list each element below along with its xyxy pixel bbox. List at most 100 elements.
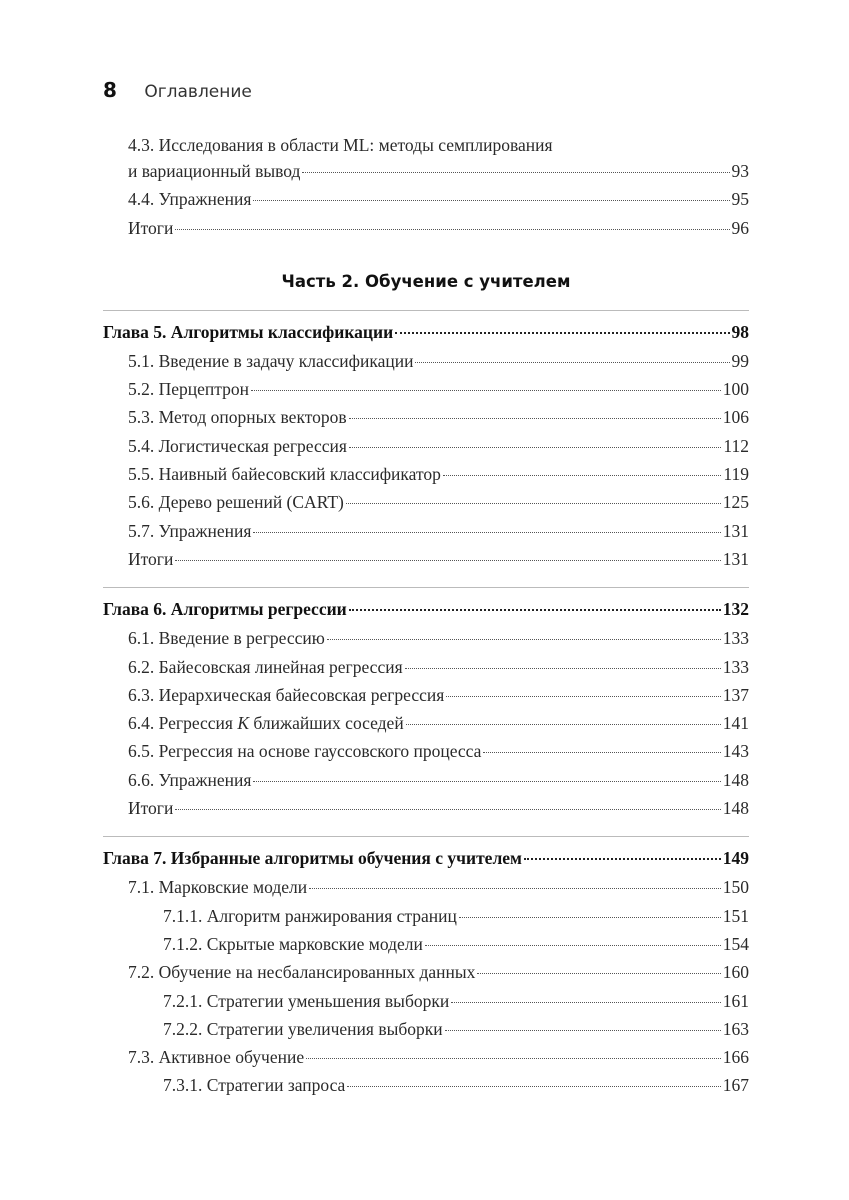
toc-entry-text: 6.2. Байесовская линейная регрессия [128, 656, 403, 677]
toc-entry-text: 4.3. Исследования в области ML: методы с… [128, 135, 553, 155]
toc-page-number: 149 [722, 848, 749, 869]
toc-entry-text: 5.5. Наивный байесовский классификатор [128, 464, 441, 485]
toc-entry[interactable]: 5.1. Введение в задачу классификации 99 [103, 347, 749, 375]
leader-dots [395, 331, 730, 334]
leader-dots [175, 228, 730, 230]
toc-entry-text: и вариационный вывод [128, 161, 301, 181]
toc-entry-text: 7.2.2. Стратегии увеличения выборки [163, 1018, 443, 1039]
toc-entry-text: 6.3. Иерархическая байесовская регрессия [128, 684, 445, 705]
leader-dots [175, 809, 721, 811]
toc-entry[interactable]: и вариационный вывод 93 [103, 157, 749, 185]
toc-page-number: 161 [722, 990, 749, 1011]
toc-entry-text: Итоги [128, 548, 174, 569]
toc-entry-text: 7.1.2. Скрытые марковские модели [163, 933, 423, 954]
toc-entry[interactable]: 6.3. Иерархическая байесовская регрессия… [103, 681, 749, 709]
toc-entry-text: Глава 7. Избранные алгоритмы обучения с … [103, 848, 522, 869]
toc-page-number: 95 [731, 189, 750, 210]
toc-entry[interactable]: 6.5. Регрессия на основе гауссовского пр… [103, 737, 749, 765]
toc-entry[interactable]: Итоги 131 [103, 545, 749, 573]
toc-entry[interactable]: 5.7. Упражнения 131 [103, 517, 749, 545]
toc-page-number: 154 [722, 933, 749, 954]
toc-entry[interactable]: 6.2. Байесовская линейная регрессия 133 [103, 653, 749, 681]
toc-page-number: 132 [722, 599, 749, 620]
toc-entry-text: 6.1. Введение в регрессию [128, 628, 325, 649]
chapter-entry[interactable]: Глава 6. Алгоритмы регрессии 132 [103, 587, 749, 624]
toc-page-number: 106 [722, 407, 749, 428]
toc-entry[interactable]: 5.3. Метод опорных векторов 106 [103, 403, 749, 431]
running-title: Оглавление [144, 82, 252, 102]
toc-entry-text: 5.1. Введение в задачу классификации [128, 350, 414, 371]
leader-dots [306, 1058, 721, 1060]
leader-dots [347, 1086, 721, 1088]
toc-entry[interactable]: 5.2. Перцептрон 100 [103, 375, 749, 403]
toc-page-number: 93 [731, 161, 750, 181]
toc-entry[interactable]: 5.6. Дерево решений (CART) 125 [103, 488, 749, 516]
leader-dots [345, 503, 721, 505]
toc-entry-text: Глава 5. Алгоритмы классификации [103, 321, 394, 342]
toc-entry[interactable]: 7.2.1. Стратегии уменьшения выборки 161 [103, 987, 749, 1015]
toc-entry[interactable]: 7.3. Активное обучение 166 [103, 1043, 749, 1071]
toc-page-number: 131 [722, 548, 749, 569]
toc-entry[interactable]: 4.4. Упражнения 95 [103, 185, 749, 213]
chapter-entry[interactable]: Глава 5. Алгоритмы классификации 98 [103, 309, 749, 347]
leader-dots [404, 667, 721, 669]
toc-entry-text: Глава 6. Алгоритмы регрессии [103, 599, 347, 620]
toc-page-number: 133 [722, 628, 749, 649]
leader-dots [253, 531, 721, 533]
toc-page-number: 133 [722, 656, 749, 677]
toc-page-number: 96 [731, 217, 750, 238]
leader-dots [442, 475, 722, 477]
toc-entry-text: 5.6. Дерево решений (CART) [128, 492, 344, 513]
toc-page-number: 148 [722, 798, 749, 819]
toc-entry-text: 7.3. Активное обучение [128, 1047, 305, 1068]
leader-dots [253, 200, 730, 202]
toc-entry-text: 6.5. Регрессия на основе гауссовского пр… [128, 741, 482, 762]
toc-entry[interactable]: 7.3.1. Стратегии запроса 167 [103, 1071, 749, 1099]
leader-dots [253, 780, 721, 782]
leader-dots [446, 695, 721, 697]
toc-entry[interactable]: 6.6. Упражнения 148 [103, 766, 749, 794]
page-header: 8 Оглавление [103, 78, 252, 102]
leader-dots [302, 172, 730, 173]
toc-entry[interactable]: 7.1.2. Скрытые марковские модели 154 [103, 930, 749, 958]
toc-entry[interactable]: 7.1. Марковские модели 150 [103, 873, 749, 901]
leader-dots [348, 609, 721, 612]
toc-entry[interactable]: 7.2. Обучение на несбалансированных данн… [103, 958, 749, 986]
toc-page-number: 167 [722, 1075, 749, 1096]
leader-dots [348, 418, 721, 420]
toc-entry[interactable]: Итоги 96 [103, 214, 749, 242]
leader-dots [523, 858, 721, 861]
toc-entry-text: 7.3.1. Стратегии запроса [163, 1075, 346, 1096]
toc-page-number: 112 [723, 435, 749, 456]
leader-dots [405, 724, 721, 726]
toc-entry[interactable]: Итоги 148 [103, 794, 749, 822]
toc-entry-text: 5.2. Перцептрон [128, 379, 250, 400]
toc-entry-text: 7.1.1. Алгоритм ранжирования страниц [163, 905, 457, 926]
leader-dots [451, 1001, 721, 1003]
leader-dots [477, 973, 721, 975]
toc-entry[interactable]: 6.1. Введение в регрессию 133 [103, 624, 749, 652]
toc-page-number: 163 [722, 1018, 749, 1039]
toc-entry-text: 5.4. Логистическая регрессия [128, 435, 347, 456]
toc-entry[interactable]: 6.4. Регрессия K ближайших соседей 141 [103, 709, 749, 737]
leader-dots [483, 752, 721, 754]
leader-dots [458, 916, 721, 918]
chapter-entry[interactable]: Глава 7. Избранные алгоритмы обучения с … [103, 836, 749, 873]
toc-page-number: 148 [722, 769, 749, 790]
toc-entry-continuation: 4.3. Исследования в области ML: методы с… [103, 133, 749, 157]
toc-entry[interactable]: 5.5. Наивный байесовский классификатор 11… [103, 460, 749, 488]
toc-page-number: 143 [722, 741, 749, 762]
leader-dots [326, 639, 721, 641]
toc-entry[interactable]: 7.1.1. Алгоритм ранжирования страниц 151 [103, 902, 749, 930]
toc-page-number: 100 [722, 379, 749, 400]
leader-dots [309, 888, 721, 890]
toc-entry[interactable]: 7.2.2. Стратегии увеличения выборки 163 [103, 1015, 749, 1043]
toc-entry[interactable]: 5.4. Логистическая регрессия 112 [103, 432, 749, 460]
toc-entry-text: 7.1. Марковские модели [128, 877, 308, 898]
page-number: 8 [103, 78, 117, 102]
toc-page-number: 131 [722, 520, 749, 541]
leader-dots [424, 944, 721, 946]
toc-entry-text: 6.4. Регрессия K ближайших соседей [128, 713, 404, 734]
leader-dots [415, 361, 730, 363]
leader-dots [348, 446, 722, 448]
